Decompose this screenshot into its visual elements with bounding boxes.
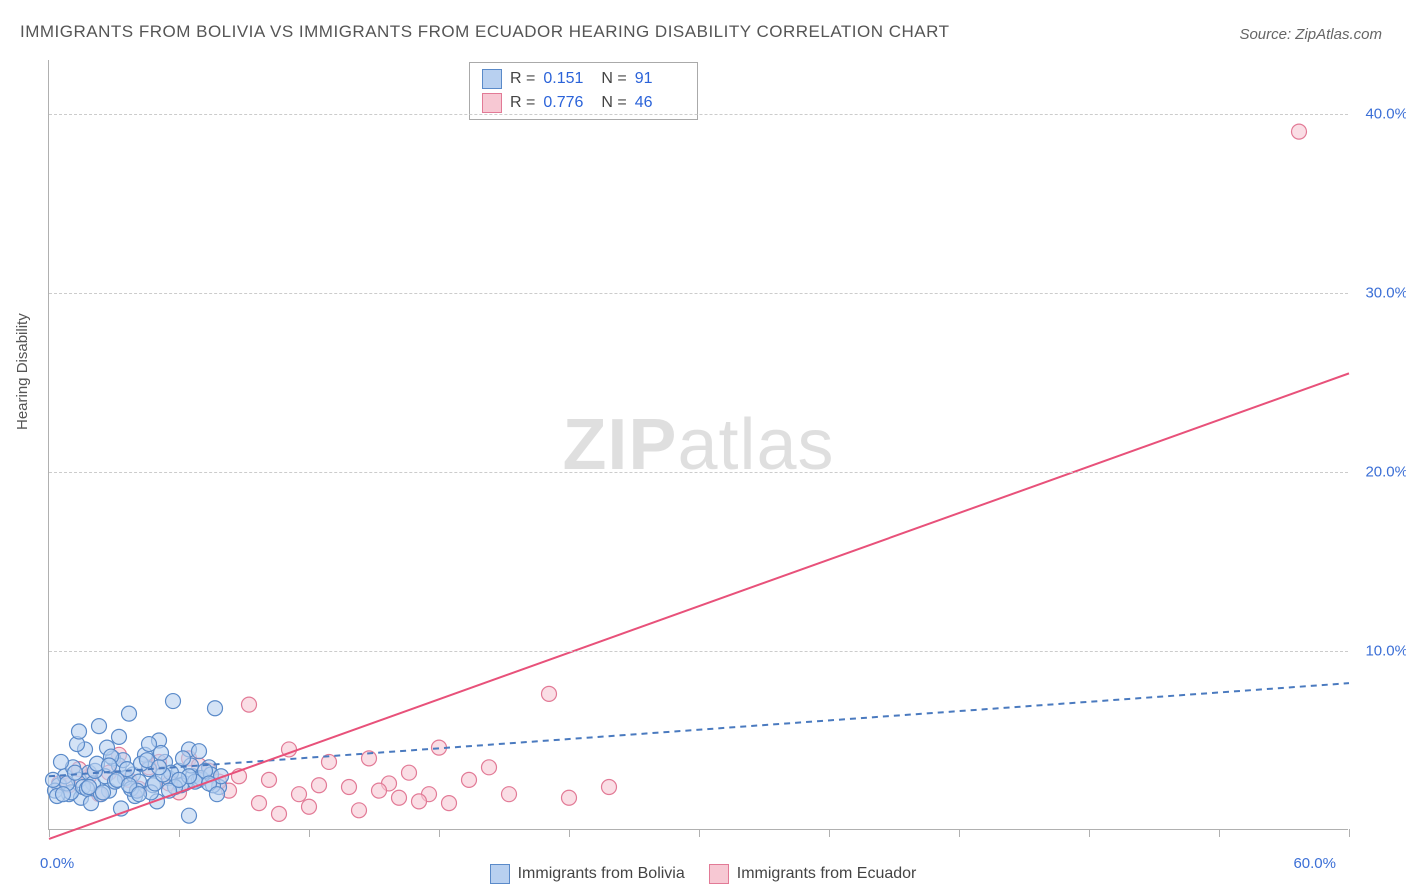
x-tick (699, 829, 700, 837)
legend-item-ecuador: Immigrants from Ecuador (709, 864, 917, 884)
x-tick (829, 829, 830, 837)
gridline (49, 651, 1348, 652)
chart-title: IMMIGRANTS FROM BOLIVIA VS IMMIGRANTS FR… (20, 22, 950, 42)
legend-label-ecuador: Immigrants from Ecuador (737, 865, 917, 883)
y-tick-label: 40.0% (1365, 105, 1406, 122)
x-tick (179, 829, 180, 837)
gridline (49, 293, 1348, 294)
y-tick-label: 20.0% (1365, 463, 1406, 480)
x-tick (1349, 829, 1350, 837)
bottom-legend: Immigrants from Bolivia Immigrants from … (0, 864, 1406, 884)
x-tick (959, 829, 960, 837)
y-tick-label: 30.0% (1365, 284, 1406, 301)
x-tick (439, 829, 440, 837)
legend-swatch-ecuador (709, 864, 729, 884)
x-tick (1089, 829, 1090, 837)
x-tick (569, 829, 570, 837)
legend-item-bolivia: Immigrants from Bolivia (490, 864, 685, 884)
gridline (49, 472, 1348, 473)
x-tick (1219, 829, 1220, 837)
source-attribution: Source: ZipAtlas.com (1239, 26, 1382, 43)
correlation-chart: IMMIGRANTS FROM BOLIVIA VS IMMIGRANTS FR… (0, 0, 1406, 892)
x-tick (49, 829, 50, 837)
gridline (49, 114, 1348, 115)
plot-area: ZIPatlas R = 0.151 N = 91 R = 0.776 N = … (48, 60, 1348, 830)
y-tick-label: 10.0% (1365, 642, 1406, 659)
y-axis-label: Hearing Disability (14, 313, 31, 430)
plot-svg (49, 60, 1348, 829)
legend-swatch-bolivia (490, 864, 510, 884)
x-tick (309, 829, 310, 837)
legend-label-bolivia: Immigrants from Bolivia (518, 865, 685, 883)
